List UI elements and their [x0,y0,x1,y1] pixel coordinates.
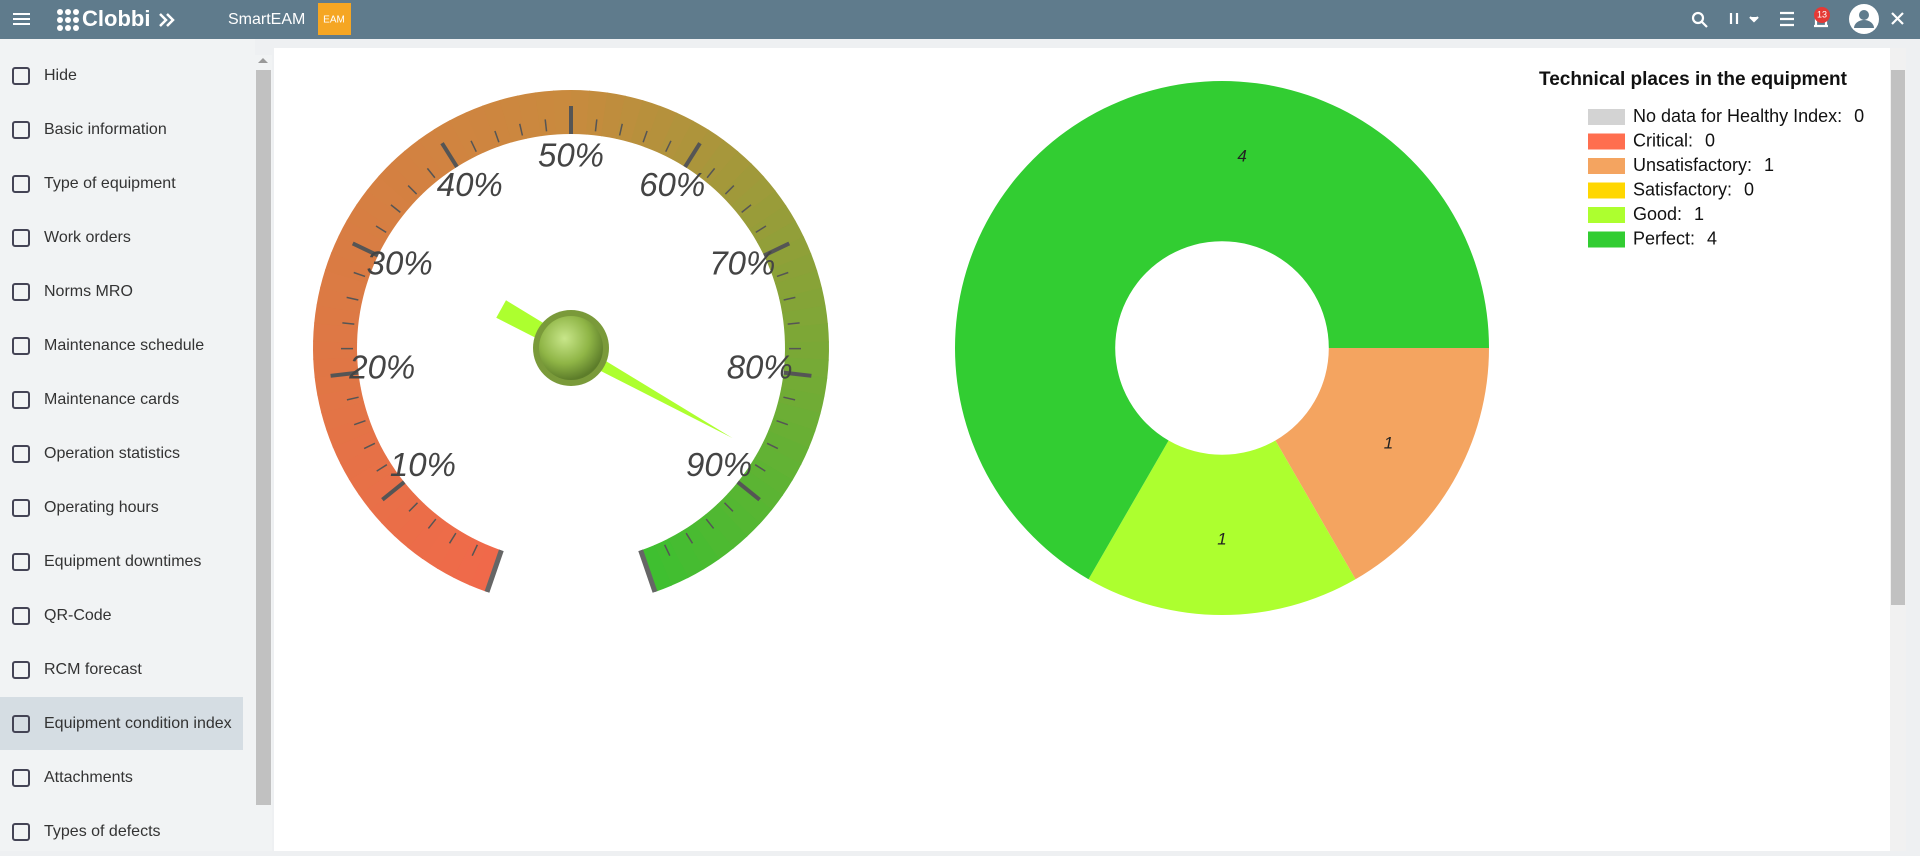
legend-title: Technical places in the equipment [1539,69,1848,90]
nav-item[interactable]: Norms MRO [44,283,133,300]
app-name: SmartEAM [228,11,305,28]
legend-name: No data for Healthy Index: [1633,106,1842,126]
gauge-label: 70% [709,245,775,282]
legend-value: 1 [1764,155,1774,175]
nav-item[interactable]: Types of defects [44,823,161,840]
brand-logo [57,9,79,31]
slice-label: 1 [1384,434,1393,453]
nav-item[interactable]: Operation statistics [44,445,180,462]
nav-item[interactable]: Basic information [44,121,167,138]
legend-swatch [1588,109,1625,125]
scroll-thumb[interactable] [256,70,271,805]
nav-item[interactable]: QR-Code [44,607,112,624]
gauge-pivot [539,316,603,380]
gauge-label: 40% [437,166,503,203]
legend-value: 0 [1705,130,1715,150]
nav-item[interactable]: RCM forecast [44,661,142,678]
brand: Clobbi [82,6,150,31]
badge-count: 13 [1817,9,1827,19]
gauge-label: 90% [686,446,752,483]
nav-item[interactable]: Equipment condition index [44,715,232,732]
legend-name: Perfect: [1633,228,1695,248]
legend-swatch [1588,183,1625,199]
slice-label: 1 [1217,530,1226,549]
nav-item[interactable]: Work orders [44,229,131,246]
gauge-label: 10% [390,446,456,483]
nav-item[interactable]: Attachments [44,769,133,786]
gauge-label: 60% [639,166,705,203]
nav-item[interactable]: Type of equipment [44,175,176,192]
gauge-label: 80% [727,349,793,386]
legend-entry: Good: 1 [1633,204,1704,224]
gauge-label: 20% [348,349,415,386]
legend-value: 0 [1744,179,1754,199]
legend-name: Unsatisfactory: [1633,155,1752,175]
nav-item[interactable]: Maintenance cards [44,391,179,408]
gauge-label: 30% [367,245,433,282]
nav-item[interactable]: Maintenance schedule [44,337,204,354]
slice-label: 4 [1237,146,1246,165]
legend-name: Satisfactory: [1633,179,1732,199]
legend-name: Good: [1633,204,1682,224]
nav-item[interactable]: Hide [44,67,77,84]
app-logo-text: EAM [323,15,345,26]
legend-swatch [1588,134,1625,150]
legend-value: 4 [1707,228,1717,248]
legend-value: 1 [1694,204,1704,224]
menu-icon[interactable] [13,13,30,25]
nav-item[interactable]: Equipment downtimes [44,553,201,570]
nav-item[interactable]: Operating hours [44,499,159,516]
legend-swatch [1588,207,1625,223]
scroll-thumb[interactable] [1891,70,1905,605]
legend-entry: No data for Healthy Index: 0 [1633,106,1864,126]
gauge-label: 50% [538,137,604,174]
legend-name: Critical: [1633,130,1693,150]
legend-swatch [1588,158,1625,174]
legend-value: 0 [1854,106,1864,126]
legend-swatch [1588,232,1625,248]
